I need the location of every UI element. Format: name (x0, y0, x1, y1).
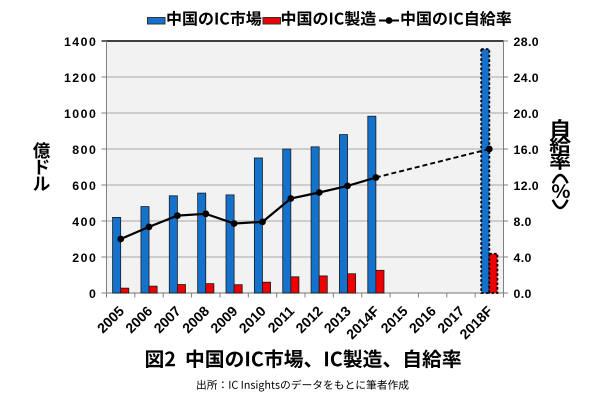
svg-text:1000: 1000 (64, 107, 97, 121)
svg-text:0: 0 (89, 287, 97, 301)
svg-text:0.0: 0.0 (514, 287, 532, 301)
svg-text:20.0: 20.0 (514, 107, 540, 121)
svg-text:8.0: 8.0 (514, 215, 532, 229)
svg-text:600: 600 (72, 179, 97, 193)
svg-text:1200: 1200 (64, 71, 97, 85)
svg-text:4.0: 4.0 (514, 251, 532, 265)
svg-text:200: 200 (72, 251, 97, 265)
svg-text:24.0: 24.0 (514, 71, 540, 85)
svg-text:12.0: 12.0 (514, 179, 540, 193)
svg-text:800: 800 (72, 143, 97, 157)
svg-text:16.0: 16.0 (514, 143, 540, 157)
svg-text:400: 400 (72, 215, 97, 229)
svg-text:1400: 1400 (64, 35, 97, 49)
svg-text:28.0: 28.0 (514, 35, 540, 49)
